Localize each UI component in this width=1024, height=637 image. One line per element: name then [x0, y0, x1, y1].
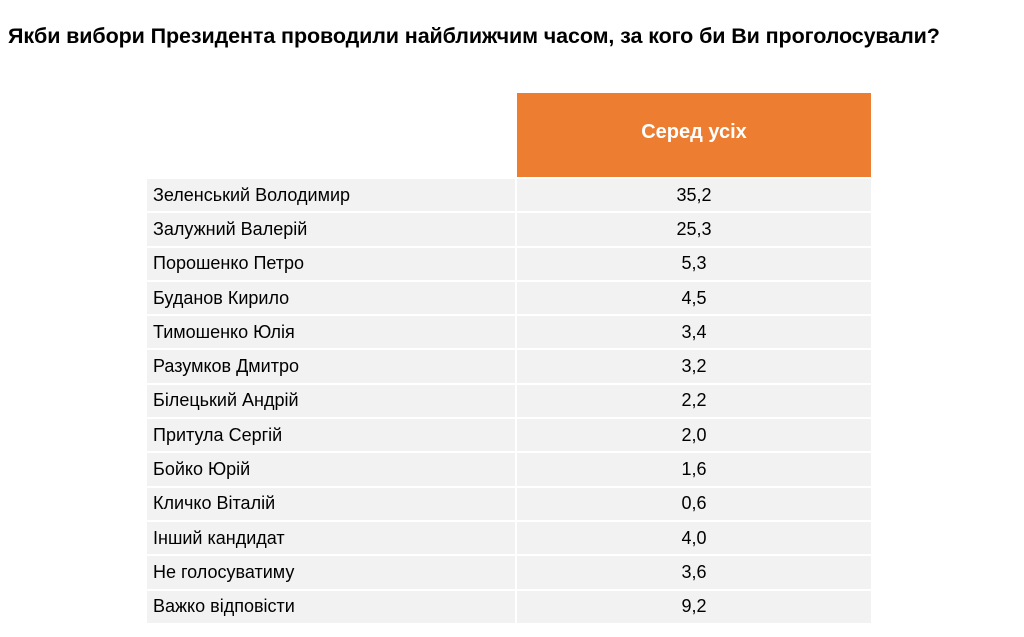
candidate-name: Залужний Валерій — [147, 213, 515, 246]
percentage-value: 0,6 — [517, 487, 871, 520]
percentage-value: 25,3 — [517, 213, 871, 246]
table-row: Кличко Віталій 0,6 — [147, 487, 871, 520]
percentage-value: 9,2 — [517, 590, 871, 623]
table-row: Бойко Юрій 1,6 — [147, 453, 871, 486]
table-row: Білецький Андрій 2,2 — [147, 384, 871, 418]
percentage-value: 3,2 — [517, 350, 871, 383]
candidate-name: Важко відповісти — [147, 590, 515, 623]
table-row: Порошенко Петро 5,3 — [147, 247, 871, 280]
candidate-name: Кличко Віталій — [147, 487, 515, 520]
candidate-name: Інший кандидат — [147, 521, 515, 555]
candidate-name: Зеленський Володимир — [147, 179, 515, 212]
table-row: Разумков Дмитро 3,2 — [147, 350, 871, 383]
candidate-name: Разумков Дмитро — [147, 350, 515, 383]
table-row: Тимошенко Юлія 3,4 — [147, 316, 871, 349]
page-title: Якби вибори Президента проводили найближ… — [8, 24, 940, 48]
candidate-name: Білецький Андрій — [147, 384, 515, 418]
percentage-value: 2,0 — [517, 419, 871, 452]
table-body: Зеленський Володимир 35,2 Залужний Валерій… — [147, 179, 871, 623]
percentage-value: 3,4 — [517, 316, 871, 349]
percentage-value: 2,2 — [517, 384, 871, 418]
header-empty-cell — [147, 93, 517, 177]
candidate-name: Бойко Юрій — [147, 453, 515, 486]
candidate-name: Порошенко Петро — [147, 247, 515, 280]
table-header-row: Серед усіх — [147, 93, 871, 177]
percentage-value: 4,0 — [517, 521, 871, 555]
percentage-value: 1,6 — [517, 453, 871, 486]
table-row: Залужний Валерій 25,3 — [147, 213, 871, 246]
table-row: Не голосуватиму 3,6 — [147, 556, 871, 589]
table-row: Зеленський Володимир 35,2 — [147, 179, 871, 212]
candidate-name: Тимошенко Юлія — [147, 316, 515, 349]
percentage-value: 4,5 — [517, 281, 871, 315]
candidate-name: Не голосуватиму — [147, 556, 515, 589]
table-row: Важко відповісти 9,2 — [147, 590, 871, 623]
table-row: Інший кандидат 4,0 — [147, 521, 871, 555]
candidate-name: Буданов Кирило — [147, 281, 515, 315]
column-header-all: Серед усіх — [517, 93, 871, 177]
table-row: Буданов Кирило 4,5 — [147, 281, 871, 315]
poll-results-table: Серед усіх Зеленський Володимир 35,2 Залуж… — [147, 93, 871, 625]
percentage-value: 5,3 — [517, 247, 871, 280]
candidate-name: Притула Сергій — [147, 419, 515, 452]
table-row: Притула Сергій 2,0 — [147, 419, 871, 452]
percentage-value: 35,2 — [517, 179, 871, 212]
percentage-value: 3,6 — [517, 556, 871, 589]
